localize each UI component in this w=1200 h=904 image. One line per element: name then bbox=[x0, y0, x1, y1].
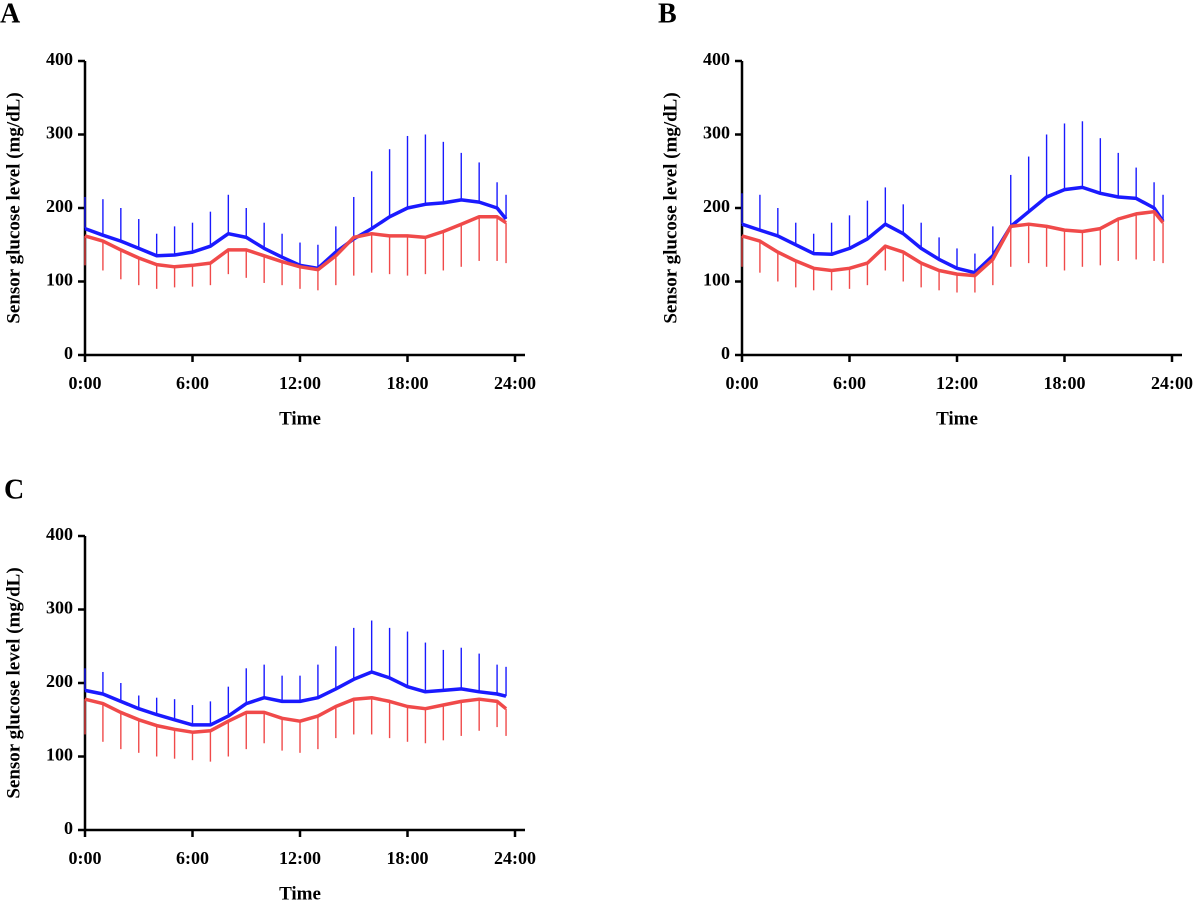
x-tick-label: 18:00 bbox=[387, 373, 429, 393]
panel-label: B bbox=[658, 0, 677, 29]
x-tick-label: 6:00 bbox=[176, 373, 209, 393]
y-tick-label: 300 bbox=[46, 123, 73, 143]
x-tick-label: 12:00 bbox=[279, 373, 321, 393]
mean-line bbox=[84, 695, 508, 734]
mean-line bbox=[741, 209, 1165, 278]
x-tick-label: 24:00 bbox=[1151, 373, 1193, 393]
y-tick-label: 300 bbox=[46, 598, 73, 618]
x-axis-label: Time bbox=[936, 408, 978, 429]
x-tick-label: 18:00 bbox=[387, 848, 429, 868]
x-tick-label: 6:00 bbox=[833, 373, 866, 393]
y-axis-label: Sensor glucose level (mg/dL) bbox=[3, 567, 24, 798]
y-axis-label: Sensor glucose level (mg/dL) bbox=[660, 92, 681, 323]
y-tick-label: 400 bbox=[46, 49, 73, 69]
y-tick-label: 400 bbox=[46, 524, 73, 544]
y-tick-label: 200 bbox=[703, 196, 730, 216]
y-tick-label: 0 bbox=[721, 343, 730, 363]
y-axis-label: Sensor glucose level (mg/dL) bbox=[3, 92, 24, 323]
x-axis-label: Time bbox=[279, 883, 321, 904]
mean-line bbox=[741, 185, 1165, 275]
x-tick-label: 0:00 bbox=[69, 373, 102, 393]
y-tick-label: 0 bbox=[64, 343, 73, 363]
panel-label: A bbox=[0, 0, 21, 29]
mean-line bbox=[84, 215, 507, 272]
x-tick-label: 0:00 bbox=[726, 373, 759, 393]
panel-label: C bbox=[4, 474, 24, 505]
x-tick-label: 12:00 bbox=[279, 848, 321, 868]
x-tick-label: 6:00 bbox=[176, 848, 209, 868]
y-tick-label: 100 bbox=[46, 270, 73, 290]
x-tick-label: 12:00 bbox=[936, 373, 978, 393]
x-tick-label: 18:00 bbox=[1044, 373, 1086, 393]
x-tick-label: 0:00 bbox=[69, 848, 102, 868]
y-tick-label: 300 bbox=[703, 123, 730, 143]
x-tick-label: 24:00 bbox=[494, 848, 536, 868]
y-tick-label: 0 bbox=[64, 818, 73, 838]
mean-line bbox=[84, 670, 507, 727]
y-tick-label: 100 bbox=[46, 745, 73, 765]
y-tick-label: 200 bbox=[46, 671, 73, 691]
x-tick-label: 24:00 bbox=[494, 373, 536, 393]
x-axis-label: Time bbox=[279, 408, 321, 429]
y-tick-label: 200 bbox=[46, 196, 73, 216]
y-tick-label: 100 bbox=[703, 270, 730, 290]
y-tick-label: 400 bbox=[703, 49, 730, 69]
